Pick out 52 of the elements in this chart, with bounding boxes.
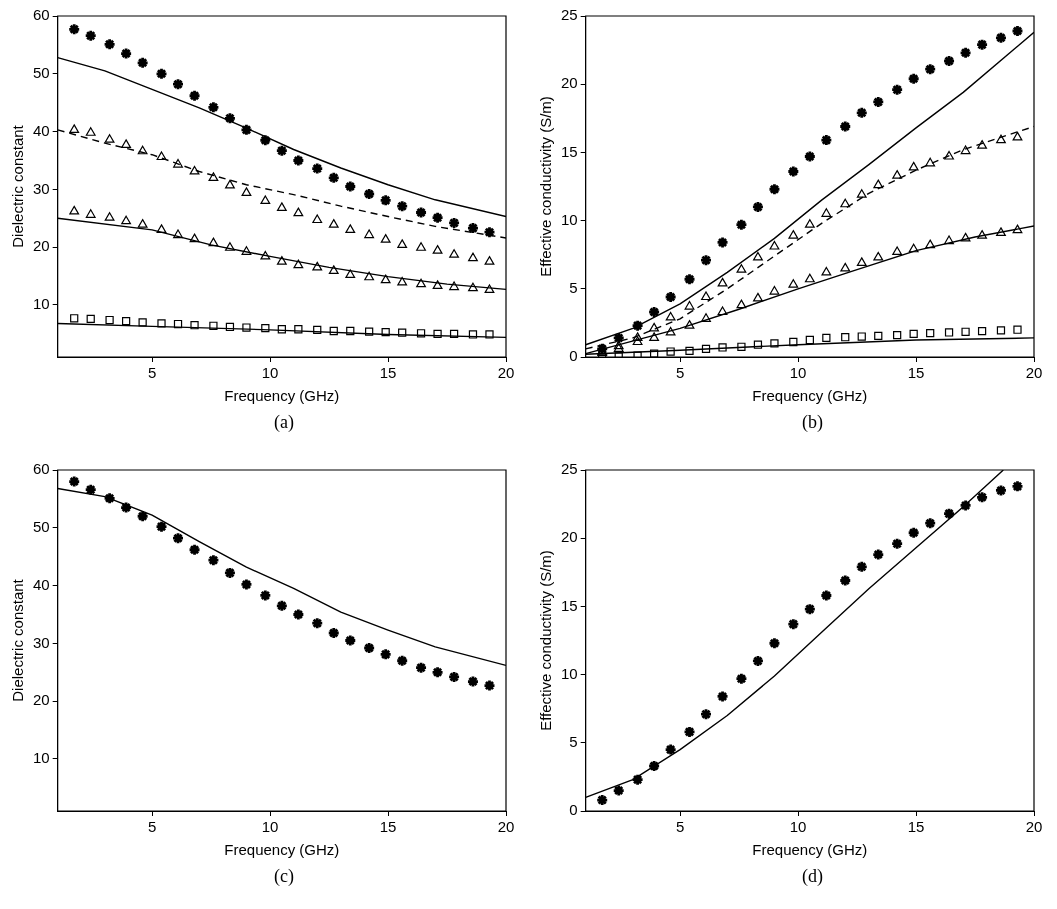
x-tick-label: 10: [789, 364, 807, 382]
x-tick-label: 15: [379, 364, 397, 382]
x-axis-title: Frequency (GHz): [752, 387, 868, 405]
x-tick-label: 15: [379, 818, 397, 836]
y-axis-title: Dielectric constant: [9, 124, 27, 248]
x-tick-label: 5: [675, 364, 685, 382]
x-tick-label: 15: [907, 364, 925, 382]
y-tick-label: 5: [569, 732, 578, 750]
x-tick-label: 10: [261, 364, 279, 382]
x-tick-label: 5: [147, 364, 157, 382]
y-tick-label: 10: [561, 664, 578, 682]
y-tick-label: 20: [561, 74, 578, 92]
y-tick-label: 15: [561, 596, 578, 614]
x-tick-label: 10: [261, 818, 279, 836]
y-tick-label: 15: [561, 142, 578, 160]
y-tick-label: 50: [33, 517, 50, 535]
y-tick-label: 30: [33, 179, 50, 197]
y-tick-label: 50: [33, 63, 50, 81]
x-tick-label: 15: [907, 818, 925, 836]
x-tick-label: 20: [497, 818, 515, 836]
y-tick-label: 20: [33, 237, 50, 255]
x-axis-title: Frequency (GHz): [224, 841, 340, 859]
text: (a): [274, 412, 294, 433]
y-tick-label: 25: [561, 6, 578, 24]
y-tick-label: 0: [569, 801, 578, 819]
y-axis-title: Effective conductivity (S/m): [537, 96, 555, 277]
x-tick-label: 10: [789, 818, 807, 836]
y-tick-label: 10: [33, 295, 50, 313]
x-tick-label: 5: [675, 818, 685, 836]
y-tick-label: 40: [33, 575, 50, 593]
y-tick-label: 10: [33, 749, 50, 767]
text: (d): [802, 866, 823, 887]
y-tick-label: 25: [561, 460, 578, 478]
y-tick-label: 5: [569, 278, 578, 296]
y-tick-label: 20: [33, 691, 50, 709]
y-axis-title: Dielectric constant: [9, 578, 27, 702]
text: (c): [274, 866, 294, 887]
x-axis-title: Frequency (GHz): [752, 841, 868, 859]
y-tick-label: 0: [569, 347, 578, 365]
y-tick-label: 30: [33, 633, 50, 651]
y-tick-label: 60: [33, 460, 50, 478]
x-tick-label: 20: [1025, 818, 1043, 836]
y-tick-label: 20: [561, 528, 578, 546]
text: (b): [802, 412, 823, 433]
y-tick-label: 40: [33, 121, 50, 139]
x-tick-label: 20: [1025, 364, 1043, 382]
x-tick-label: 20: [497, 364, 515, 382]
y-tick-label: 10: [561, 210, 578, 228]
y-axis-title: Effective conductivity (S/m): [537, 550, 555, 731]
y-tick-label: 60: [33, 6, 50, 24]
x-axis-title: Frequency (GHz): [224, 387, 340, 405]
x-tick-label: 5: [147, 818, 157, 836]
